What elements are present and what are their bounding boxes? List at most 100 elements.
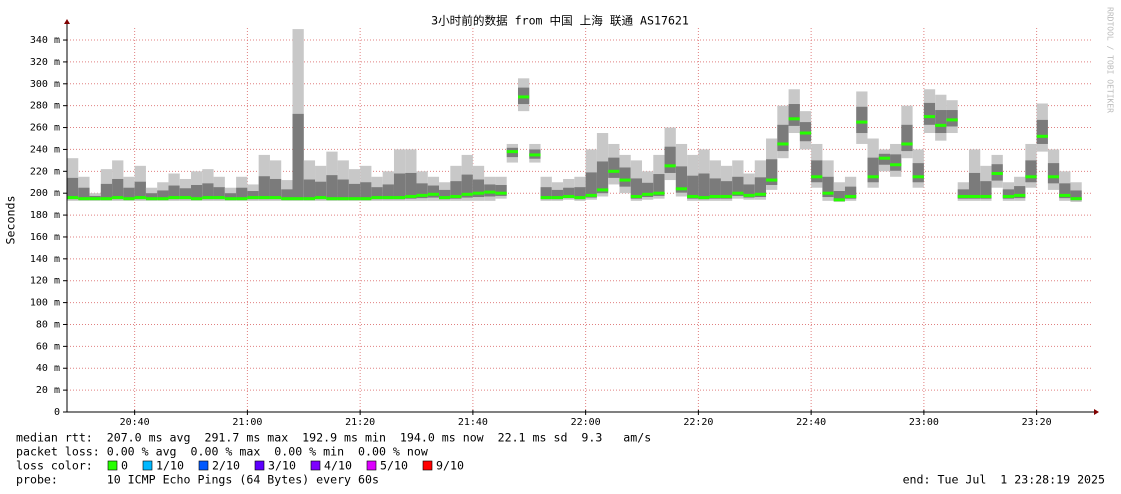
y-tick-label: 260 m [30,123,60,134]
y-tick-label: 280 m [30,101,60,112]
loss-color-swatch [310,460,321,471]
smoke-core [360,182,372,200]
smoke-core [281,189,293,200]
smoke-core [405,172,417,199]
x-tick-label: 21:40 [458,417,488,428]
smoke-core [326,175,338,200]
end-time: end: Tue Jul 1 23:28:19 2025 [903,473,1105,487]
legend: median rtt: 207.0 ms avg 291.7 ms max 19… [16,431,1105,487]
smoke-core [777,124,789,152]
smoke-core [123,187,135,200]
smoke-core [867,157,879,183]
smoke-core [630,178,643,199]
smoke-core [157,190,169,200]
smoke-core [416,183,428,199]
loss-color-swatch [422,460,433,471]
smoke-core [709,178,721,199]
smoke-core [78,187,90,200]
y-tick-label: 300 m [30,79,60,90]
stats-line: median rtt: 207.0 ms avg 291.7 ms max 19… [16,431,651,445]
smoke-core [540,187,552,200]
smoke-core [213,187,225,200]
loss-color-swatch [254,460,265,471]
smoke-core [901,124,913,152]
smoke-core [461,174,473,198]
loss-color-swatch [366,460,377,471]
smoke-core [1036,119,1048,144]
smoke-core [1047,163,1060,184]
smoke-core [67,177,79,200]
smoke-core [236,187,248,200]
smoke-core [923,102,936,125]
smoke-core [732,176,744,196]
x-tick-label: 20:40 [120,417,150,428]
x-tick-label: 23:20 [1022,417,1052,428]
loss-color-label: 2/10 [212,459,240,473]
smoke-core [574,187,586,200]
x-tick-label: 22:20 [683,417,713,428]
smoke-core [844,186,857,199]
smoke-core [371,187,383,200]
loss-color-label: 4/10 [324,459,352,473]
smoke-core [393,173,406,200]
y-tick-label: 320 m [30,57,60,68]
x-axis-arrow [1094,409,1099,415]
x-tick-label: 21:00 [232,417,262,428]
smoke-core [608,157,620,178]
y-axis-arrow [64,19,70,24]
x-tick-label: 22:00 [571,417,601,428]
smoke-core [687,175,699,199]
smoke-core [856,106,868,134]
y-axis-label: Seconds [4,196,18,245]
loss-color-swatch [142,460,153,471]
smoke-core [292,113,304,200]
y-tick-label: 120 m [30,276,60,287]
stats-line: packet loss: 0.00 % avg 0.00 % max 0.00 … [16,445,428,459]
y-tick-label: 80 m [36,319,60,330]
smoke-core [348,183,361,200]
smoke-core [788,104,800,126]
loss-color-label: 0 [121,459,128,473]
y-tick-label: 40 m [36,363,60,374]
smoke-core [168,185,180,200]
loss-color-label: 1/10 [156,459,184,473]
smoke-core [1014,186,1026,199]
y-tick-label: 220 m [30,166,60,177]
smoke-core [337,179,349,200]
y-tick-label: 240 m [30,144,60,155]
loss-color-label: 3/10 [268,459,296,473]
y-tick-label: 60 m [36,341,60,352]
smoke-core [495,184,507,196]
plot-area [67,28,1093,413]
smoke-core [833,191,845,201]
smoke-core [766,159,778,185]
smoke-core [720,181,733,199]
smoke-core [664,146,676,173]
loss-color-swatch [107,460,118,471]
loss-color-swatch [198,460,209,471]
smoke-core [890,154,902,171]
smoke-core [957,189,969,199]
y-tick-label: 100 m [30,298,60,309]
smoke-core [303,179,316,200]
smoke-core [563,187,575,199]
x-tick-label: 23:00 [909,417,939,428]
smoke-core [145,193,158,200]
smoke-core [642,182,654,198]
smoke-core [224,193,237,200]
smoke-core [980,181,992,199]
smoke-core [191,184,203,200]
smoke-core [968,172,981,199]
smoke-core [1070,190,1082,201]
smoke-core [382,184,394,200]
smoke-core [1025,160,1037,183]
probe-info: probe: 10 ICMP Echo Pings (64 Bytes) eve… [16,473,379,487]
smoke-core [912,163,924,183]
smoke-core [134,181,146,200]
smoke-core [258,176,270,200]
smoke-core [315,181,327,200]
smoke-core [585,172,597,198]
chart-title: 3小时前的数据 from 中国 上海 联通 AS17621 [431,14,689,28]
smoke-core [743,184,755,198]
